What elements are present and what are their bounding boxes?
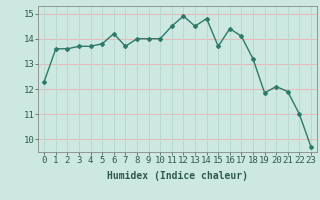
X-axis label: Humidex (Indice chaleur): Humidex (Indice chaleur) — [107, 171, 248, 181]
